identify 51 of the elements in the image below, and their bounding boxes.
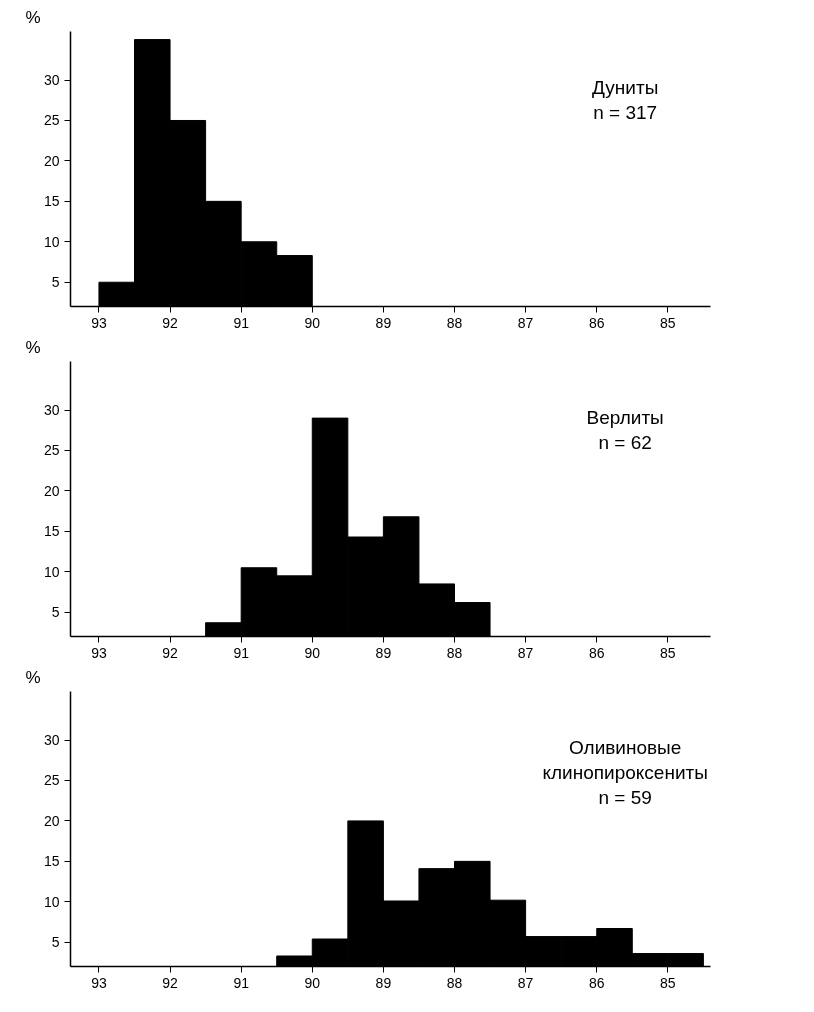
y-axis-title: % <box>25 337 41 357</box>
x-tick-label: 92 <box>162 314 179 331</box>
x-tick-label: 89 <box>375 974 392 991</box>
x-tick-label: 90 <box>304 974 321 991</box>
x-tick-label: 87 <box>517 314 534 331</box>
y-tick-label: 30 <box>43 732 60 749</box>
y-tick-label: 25 <box>43 112 60 129</box>
y-tick-label: 15 <box>43 193 60 210</box>
x-tick-label: 88 <box>446 974 463 991</box>
x-tick-label: 92 <box>162 644 179 661</box>
y-tick-label: 10 <box>43 233 60 250</box>
y-tick-label: 15 <box>43 523 60 540</box>
x-tick-label: 89 <box>375 644 392 661</box>
y-tick-label: 30 <box>43 72 60 89</box>
annotation: Дуниты n = 317 <box>592 76 659 123</box>
y-tick-label: 25 <box>43 772 60 789</box>
x-tick-label: 86 <box>588 644 605 661</box>
x-tick-label: 85 <box>660 314 676 331</box>
x-tick-label: 93 <box>91 644 107 661</box>
y-tick-label: 5 <box>51 604 60 621</box>
x-tick-label: 88 <box>446 644 463 661</box>
y-tick-label: 20 <box>43 812 60 829</box>
annotation: Оливиновые клинопироксениты n = 59 <box>542 736 708 808</box>
y-tick-label: 25 <box>43 442 60 459</box>
y-tick-label: 10 <box>43 563 60 580</box>
x-tick-label: 85 <box>660 644 676 661</box>
x-tick-label: 86 <box>588 974 605 991</box>
y-tick-label: 20 <box>43 482 60 499</box>
y-axis-title: % <box>25 7 41 27</box>
x-tick-label: 93 <box>91 314 107 331</box>
x-tick-label: 91 <box>233 974 250 991</box>
x-tick-label: 90 <box>304 314 321 331</box>
x-tick-label: 85 <box>660 974 676 991</box>
x-tick-label: 86 <box>588 314 605 331</box>
y-tick-label: 5 <box>51 274 60 291</box>
x-tick-label: 91 <box>233 644 250 661</box>
y-tick-label: 30 <box>43 402 60 419</box>
x-tick-label: 87 <box>517 974 534 991</box>
x-tick-label: 93 <box>91 974 107 991</box>
x-tick-label: 88 <box>446 314 463 331</box>
annotation: Верлиты n = 62 <box>586 406 664 453</box>
y-axis-title: % <box>25 667 41 687</box>
y-tick-label: 10 <box>43 893 60 910</box>
x-tick-label: 89 <box>375 314 392 331</box>
y-tick-label: 20 <box>43 152 60 169</box>
x-tick-label: 91 <box>233 314 250 331</box>
x-tick-label: 90 <box>304 644 321 661</box>
y-tick-label: 5 <box>51 934 60 951</box>
y-tick-label: 15 <box>43 853 60 870</box>
x-tick-label: 87 <box>517 644 534 661</box>
x-tick-label: 92 <box>162 974 179 991</box>
